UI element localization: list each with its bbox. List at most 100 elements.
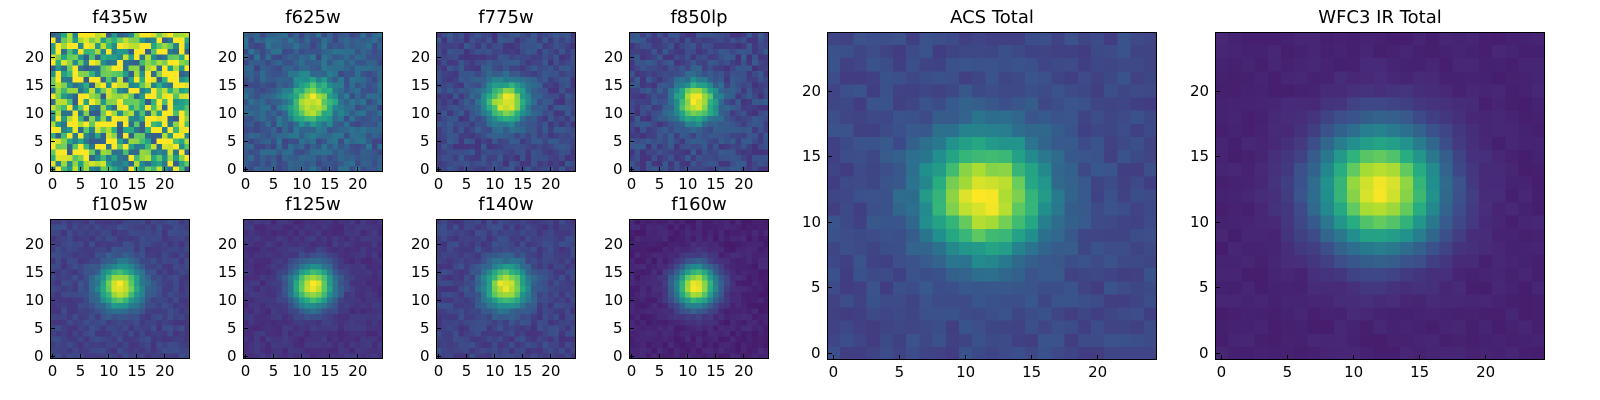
y-tick-label: 5 [1199,278,1209,297]
heatmap-frame [50,32,190,172]
y-tick-label: 0 [34,159,44,178]
y-tick-label: 0 [34,346,44,365]
heatmap-frame [436,32,576,172]
y-tick-mark [50,355,55,357]
x-tick-label: 15 [706,362,726,380]
x-tick-mark [494,354,496,359]
y-tick-label: 5 [613,131,623,150]
x-tick-mark [1485,355,1487,360]
y-tick-label: 20 [218,234,238,253]
x-tick-mark [687,354,689,359]
y-tick-mark [629,112,634,114]
y-tick-label: 0 [613,159,623,178]
y-tick-mark [436,112,441,114]
x-tick-label: 20 [1476,363,1496,381]
y-tick-mark [243,271,248,273]
y-tick-mark [827,156,832,158]
y-tick-label: 20 [411,47,431,66]
x-tick-label: 20 [348,362,368,380]
x-tick-label: 20 [348,175,368,193]
heatmap-image [629,32,769,172]
x-tick-label: 5 [75,362,86,380]
y-tick-label: 10 [604,290,624,309]
y-tick-label: 20 [604,234,624,253]
x-tick-label: 10 [99,362,119,380]
x-tick-label: 0 [626,175,637,193]
y-tick-label: 0 [613,346,623,365]
x-tick-mark [136,167,138,172]
heatmap-image [629,219,769,359]
y-tick-label: 10 [411,290,431,309]
panel-title: WFC3 IR Total [1318,7,1442,28]
x-tick-mark [833,355,835,360]
x-tick-label: 5 [894,363,905,381]
x-tick-mark [164,167,166,172]
x-tick-label: 0 [47,362,58,380]
y-tick-mark [50,168,55,170]
x-tick-label: 5 [268,175,279,193]
y-tick-label: 10 [604,103,624,122]
y-tick-label: 0 [420,346,430,365]
y-tick-mark [1215,352,1220,354]
panel-title: f140w [478,194,534,215]
x-tick-mark [522,354,524,359]
y-tick-label: 15 [218,262,238,281]
x-tick-label: 0 [47,175,58,193]
x-tick-label: 0 [433,362,444,380]
x-tick-label: 0 [1216,363,1227,381]
y-tick-mark [629,299,634,301]
x-tick-label: 0 [828,363,839,381]
x-tick-label: 5 [654,362,665,380]
y-tick-label: 15 [604,262,624,281]
x-tick-label: 10 [678,175,698,193]
panel-title: f850lp [670,7,728,28]
x-tick-mark [301,354,303,359]
x-tick-label: 0 [240,362,251,380]
x-tick-label: 5 [1282,363,1293,381]
panel-title: f775w [478,7,534,28]
y-tick-mark [50,299,55,301]
y-tick-label: 20 [218,47,238,66]
y-tick-label: 20 [25,47,45,66]
x-tick-mark [273,354,275,359]
y-tick-label: 10 [25,290,45,309]
y-tick-mark [629,140,634,142]
y-tick-label: 10 [25,103,45,122]
x-tick-label: 20 [1088,363,1108,381]
y-tick-mark [436,355,441,357]
y-tick-mark [436,84,441,86]
y-tick-mark [436,140,441,142]
y-tick-mark [243,84,248,86]
y-tick-mark [629,327,634,329]
y-tick-mark [827,352,832,354]
y-tick-label: 20 [604,47,624,66]
y-tick-label: 20 [802,81,822,100]
y-tick-mark [243,140,248,142]
heatmap-image [1215,32,1545,360]
y-tick-mark [50,112,55,114]
heatmap-image [243,219,383,359]
y-tick-mark [827,221,832,223]
heatmap-image [827,32,1157,360]
x-tick-label: 20 [541,362,561,380]
x-tick-label: 10 [1344,363,1364,381]
y-tick-label: 0 [227,346,237,365]
x-tick-label: 5 [461,175,472,193]
y-tick-label: 5 [34,318,44,337]
x-tick-mark [743,167,745,172]
heatmap-frame [243,32,383,172]
x-tick-label: 20 [155,175,175,193]
y-tick-label: 5 [227,131,237,150]
y-tick-mark [629,355,634,357]
y-tick-mark [243,355,248,357]
y-tick-mark [243,168,248,170]
y-tick-label: 15 [25,262,45,281]
x-tick-label: 15 [127,175,147,193]
panel-title: f125w [285,194,341,215]
x-tick-label: 15 [320,175,340,193]
heatmap-frame [436,219,576,359]
x-tick-mark [80,167,82,172]
x-tick-mark [550,167,552,172]
x-tick-mark [164,354,166,359]
x-tick-mark [899,355,901,360]
